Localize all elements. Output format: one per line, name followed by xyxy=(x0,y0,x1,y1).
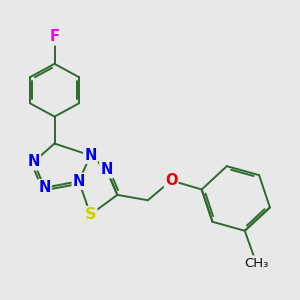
Text: F: F xyxy=(50,29,59,44)
Text: CH₃: CH₃ xyxy=(244,256,268,270)
Text: N: N xyxy=(84,148,97,163)
Text: N: N xyxy=(73,174,85,189)
Text: S: S xyxy=(85,207,96,222)
Text: O: O xyxy=(165,173,177,188)
Text: N: N xyxy=(28,154,40,169)
Text: N: N xyxy=(100,162,113,177)
Text: N: N xyxy=(38,180,51,195)
